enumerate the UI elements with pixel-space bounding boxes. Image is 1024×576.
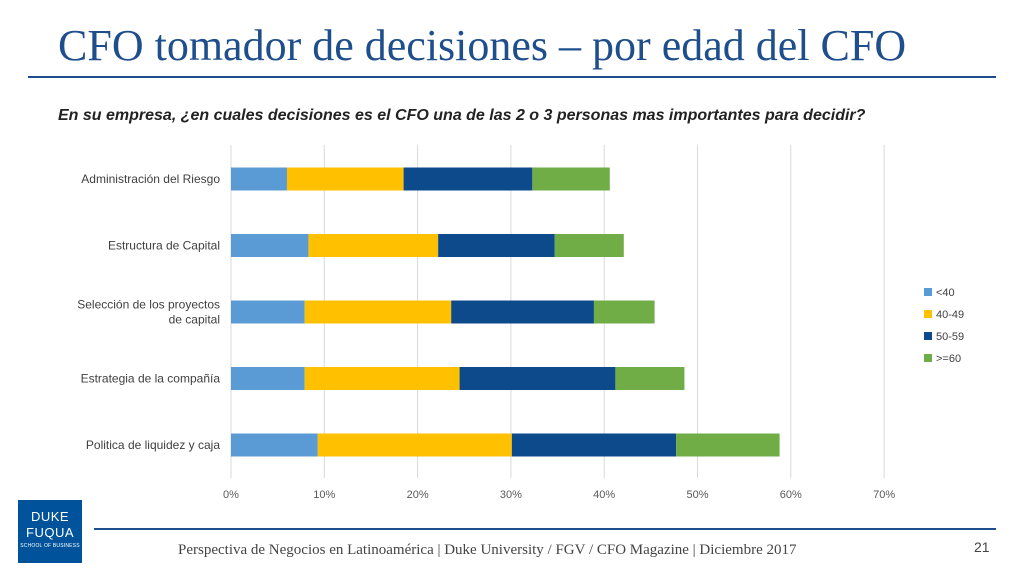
survey-question: En su empresa, ¿en cuales decisiones es … xyxy=(58,107,866,124)
bar-segment xyxy=(451,300,594,324)
legend-swatch-1 xyxy=(924,310,932,318)
logo-line-duke: DUKE xyxy=(30,509,70,524)
x-tick-label-0: 0% xyxy=(223,489,239,501)
logo-line-school: SCHOOL OF BUSINESS xyxy=(20,543,80,549)
bar-segment xyxy=(304,367,460,390)
bar-segment xyxy=(438,234,555,257)
bar-segment xyxy=(231,433,318,457)
bar-segment xyxy=(231,300,305,324)
bar-segment xyxy=(231,167,287,191)
legend-label-3: >=60 xyxy=(936,353,961,365)
bar-segment xyxy=(593,300,655,324)
bar-segment xyxy=(231,234,309,257)
x-tick-label-1: 10% xyxy=(313,489,335,501)
duke-fuqua-logo: DUKE FUQUA SCHOOL OF BUSINESS xyxy=(18,500,82,563)
x-tick-label-6: 60% xyxy=(780,489,802,501)
legend-swatch-3 xyxy=(924,354,932,362)
bar-segment xyxy=(231,367,305,390)
bar-segment xyxy=(459,367,616,390)
footer-source: Perspectiva de Negocios en Latinoamérica… xyxy=(178,542,797,558)
category-label-3: Estrategia de la compañía xyxy=(81,372,221,386)
x-tick-label-5: 50% xyxy=(686,489,708,501)
footer-divider xyxy=(94,528,996,530)
bar-segment xyxy=(286,167,404,191)
category-label-2: Selección de los proyectos de capital xyxy=(77,298,220,327)
x-tick-label-3: 30% xyxy=(500,489,522,501)
x-tick-label-7: 70% xyxy=(873,489,895,501)
bar-segment xyxy=(403,167,533,191)
bar-segment xyxy=(615,367,685,390)
bar-segment xyxy=(532,167,610,191)
category-label-0: Administración del Riesgo xyxy=(81,172,220,186)
legend-label-2: 50-59 xyxy=(936,331,964,343)
bar-segment xyxy=(676,433,780,457)
logo-line-fuqua: FUQUA xyxy=(26,525,74,540)
bar-segment xyxy=(554,234,624,257)
category-label-4: Politica de liquidez y caja xyxy=(86,438,220,452)
legend-label-0: <40 xyxy=(936,287,955,299)
bar-segment xyxy=(308,234,439,257)
x-tick-label-4: 40% xyxy=(593,489,615,501)
title-divider xyxy=(28,76,996,78)
legend-swatch-0 xyxy=(924,288,932,296)
slide-title: CFO tomador de decisiones – por edad del… xyxy=(58,21,907,70)
category-label-1: Estructura de Capital xyxy=(108,239,220,253)
page-number: 21 xyxy=(974,539,990,555)
bar-segment xyxy=(511,433,677,457)
legend-swatch-2 xyxy=(924,332,932,340)
bar-segment xyxy=(317,433,512,457)
x-tick-label-2: 20% xyxy=(407,489,429,501)
legend-label-1: 40-49 xyxy=(936,309,964,321)
bar-segment xyxy=(304,300,452,324)
